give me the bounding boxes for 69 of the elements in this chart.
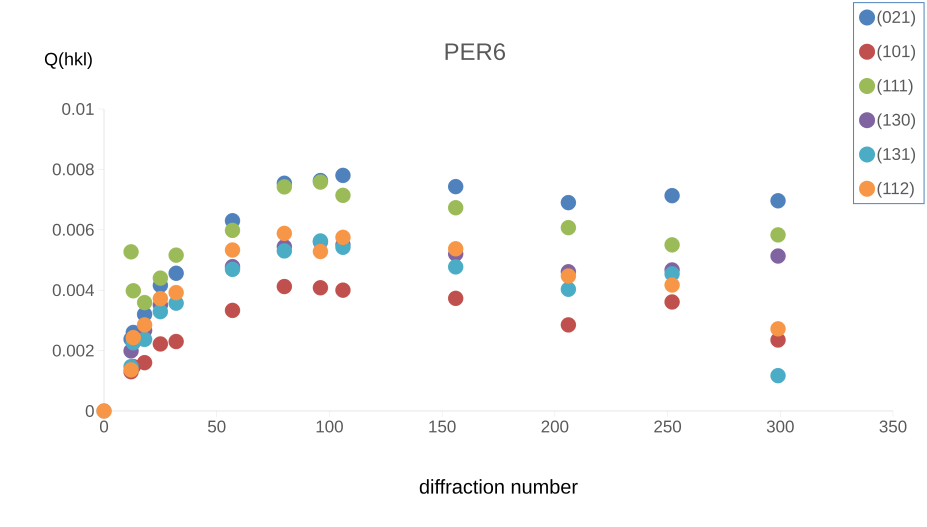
point — [770, 227, 786, 243]
point — [152, 270, 168, 286]
y-tick-label: 0 — [86, 404, 94, 417]
point — [276, 243, 292, 259]
point — [448, 178, 464, 194]
point — [276, 226, 292, 242]
legend-label: (130) — [878, 113, 916, 130]
point — [152, 290, 168, 306]
x-tick-label: 0 — [100, 420, 108, 432]
point — [770, 193, 786, 208]
point — [335, 168, 351, 184]
point — [448, 200, 464, 216]
point — [136, 294, 152, 310]
point — [560, 282, 576, 297]
point — [224, 262, 240, 278]
point — [770, 321, 786, 337]
y-tick-label: 0.01 — [62, 102, 94, 115]
point — [448, 259, 464, 275]
point — [123, 244, 139, 260]
point — [560, 317, 576, 333]
y-tick-label: 0.002 — [52, 344, 94, 357]
point — [168, 334, 184, 350]
point — [560, 194, 576, 210]
point — [448, 290, 464, 306]
x-tick-label: 150 — [429, 420, 456, 432]
y-tick-label: 0.004 — [52, 284, 94, 296]
point — [312, 244, 328, 260]
legend-label: (112) — [878, 182, 914, 198]
point — [770, 368, 786, 384]
point — [224, 302, 240, 318]
point — [664, 277, 680, 293]
point — [224, 242, 240, 258]
legend-label: (111) — [878, 79, 913, 95]
y-tick-label: 0.008 — [52, 163, 94, 176]
point — [335, 230, 351, 246]
x-tick-label: 50 — [208, 420, 226, 432]
point — [664, 188, 680, 204]
point — [664, 294, 680, 310]
point — [335, 188, 351, 204]
y-axis-title: Q(hkl) — [44, 52, 92, 70]
x-tick-label: 200 — [542, 420, 568, 432]
point — [560, 220, 576, 236]
point — [560, 268, 576, 284]
x-tick-label: 100 — [316, 420, 343, 432]
x-tick-label: 350 — [880, 420, 906, 432]
point — [168, 284, 184, 300]
legend-label: (131) — [878, 148, 916, 164]
point — [168, 247, 184, 263]
point — [276, 278, 292, 294]
point — [276, 179, 292, 195]
point — [152, 336, 168, 352]
point — [168, 266, 184, 281]
x-tick-label: 300 — [766, 420, 794, 432]
point — [770, 248, 786, 264]
y-tick-label: 0.006 — [52, 224, 94, 236]
x-axis-title: diffraction number — [420, 479, 578, 494]
point — [126, 283, 142, 298]
point — [152, 304, 168, 320]
point — [335, 282, 351, 298]
point — [664, 237, 680, 253]
chart-title: PER6 — [446, 43, 506, 60]
x-tick-label: 250 — [654, 420, 682, 432]
legend-label: (021) — [878, 10, 916, 26]
point — [312, 280, 328, 296]
point — [136, 354, 152, 370]
point — [224, 222, 240, 238]
point — [126, 330, 142, 346]
legend-label: (101) — [878, 44, 916, 61]
point — [448, 241, 464, 257]
